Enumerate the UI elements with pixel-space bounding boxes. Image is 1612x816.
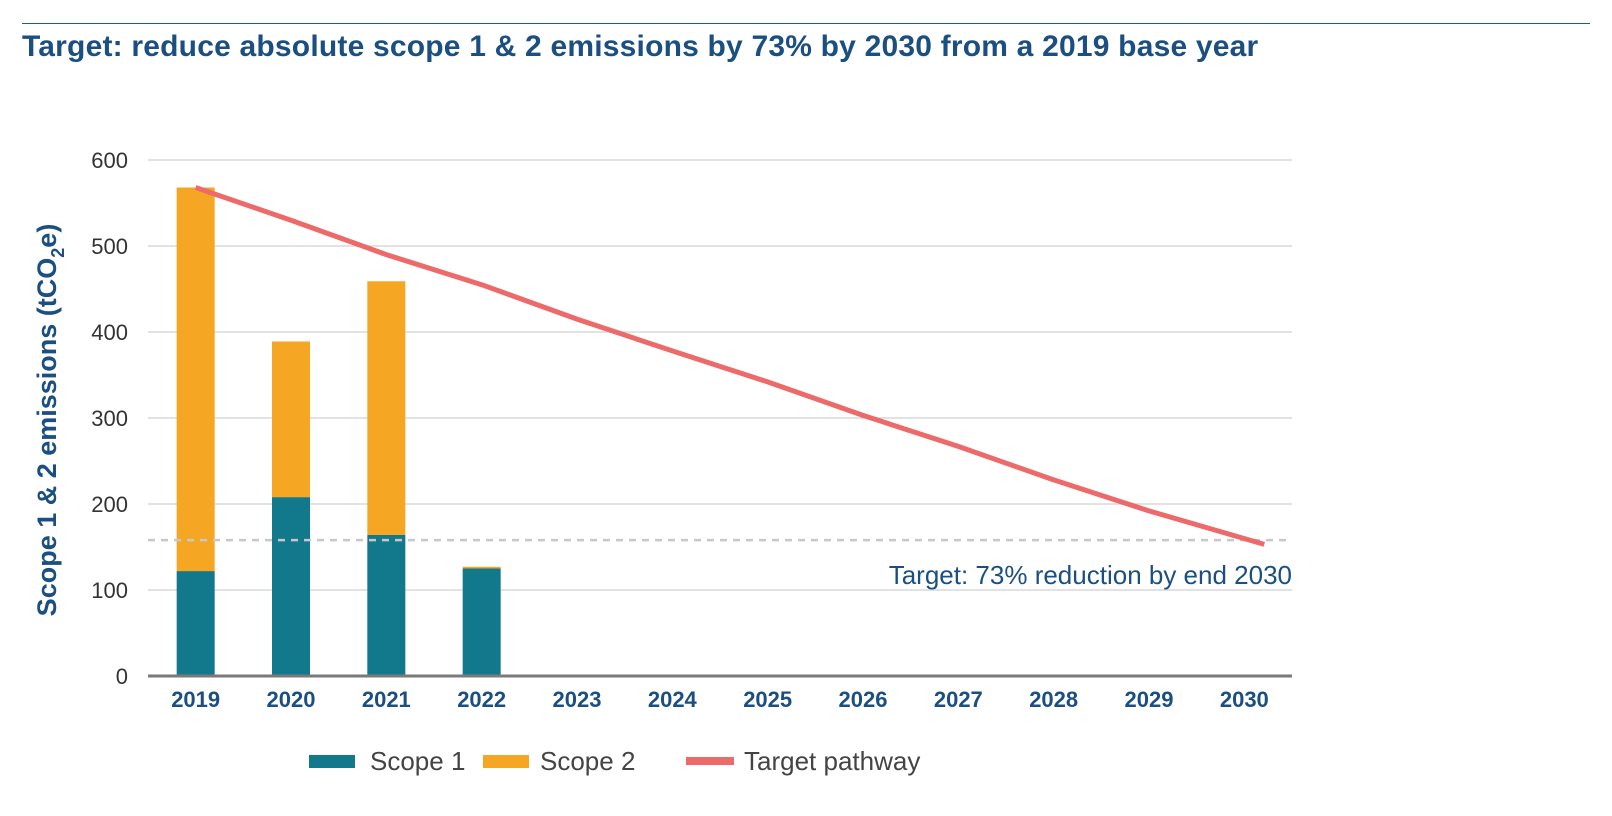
bars: [176, 187, 501, 676]
x-tick-label-2029: 2029: [1125, 687, 1174, 712]
bar-scope-1-2021: [367, 534, 406, 676]
x-tick-label-2026: 2026: [839, 687, 888, 712]
y-tick-label: 600: [91, 148, 128, 173]
x-tick-label-2019: 2019: [171, 687, 220, 712]
x-tick-label-2020: 2020: [267, 687, 316, 712]
x-tick-label-2025: 2025: [743, 687, 792, 712]
x-tick-label-2023: 2023: [553, 687, 602, 712]
y-tick-label: 0: [116, 664, 128, 689]
legend: Scope 1 Scope 2 Target pathway: [309, 746, 920, 776]
y-tick-label: 100: [91, 578, 128, 603]
bar-scope-1-2020: [272, 497, 310, 676]
x-tick-label-2022: 2022: [457, 687, 506, 712]
y-axis-label-sub: 2: [48, 248, 68, 258]
legend-label-target-pathway: Target pathway: [744, 746, 920, 776]
target-pathway: [194, 185, 1265, 547]
legend-label-scope-1: Scope 1: [370, 746, 465, 776]
x-tick-label-2021: 2021: [362, 687, 411, 712]
y-tick-label: 400: [91, 320, 128, 345]
gridlines: [148, 159, 1292, 591]
target-pathway-line: [194, 185, 1265, 547]
legend-label-scope-2: Scope 2: [540, 746, 635, 776]
x-tick-label-2028: 2028: [1029, 687, 1078, 712]
x-axis-ticks: 2019 2020 2021 2022 2023 2024 2025 2026 2027 2028…: [171, 687, 1269, 712]
bar-scope-1-2019: [176, 571, 215, 676]
target-annotation: Target: 73% reduction by end 2030: [889, 560, 1292, 590]
y-axis-ticks: 0 100 200 300 400 500 600: [91, 148, 128, 689]
y-axis-label-end: e): [32, 224, 62, 248]
y-tick-label: 300: [91, 406, 128, 431]
legend-swatch-scope-2: [483, 755, 529, 768]
top-rule: [22, 23, 1590, 24]
bar-scope-1-2022: [462, 568, 501, 676]
x-tick-label-2027: 2027: [934, 687, 983, 712]
legend-swatch-scope-1: [309, 755, 355, 768]
y-axis-label-main: Scope 1 & 2 emissions (tCO: [32, 258, 62, 617]
bar-scope-2-2021: [367, 281, 406, 535]
legend-swatch-target-pathway: [686, 757, 734, 765]
x-tick-label-2024: 2024: [648, 687, 698, 712]
bar-scope-2-2020: [272, 341, 310, 498]
bar-scope-2-2022: [462, 566, 501, 569]
x-tick-label-2030: 2030: [1220, 687, 1269, 712]
y-tick-label: 200: [91, 492, 128, 517]
y-tick-label: 500: [91, 234, 128, 259]
chart-title: Target: reduce absolute scope 1 & 2 emis…: [22, 30, 1259, 63]
y-axis-label: Scope 1 & 2 emissions (tCO2e): [32, 224, 68, 617]
bar-scope-2-2019: [176, 187, 215, 572]
